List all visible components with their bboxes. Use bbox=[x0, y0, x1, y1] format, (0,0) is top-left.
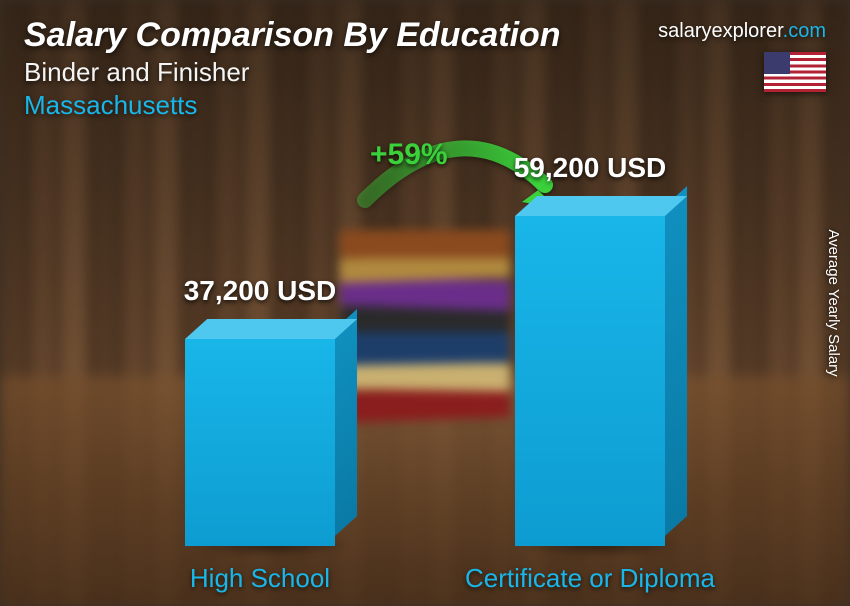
salary-bar-chart: 37,200 USD59,200 USD bbox=[0, 165, 850, 546]
bar-value-label: 59,200 USD bbox=[460, 152, 720, 184]
salary-bar bbox=[185, 339, 335, 546]
category-label: Certificate or Diploma bbox=[440, 563, 740, 594]
job-title: Binder and Finisher bbox=[24, 57, 826, 88]
region-label: Massachusetts bbox=[24, 90, 826, 121]
brand-logo: salaryexplorer.com bbox=[658, 20, 826, 43]
brand-domain: .com bbox=[783, 20, 826, 42]
salary-bar bbox=[515, 216, 665, 546]
category-label: High School bbox=[110, 563, 410, 594]
bar-value-label: 37,200 USD bbox=[130, 275, 390, 307]
flag-icon bbox=[764, 52, 826, 92]
brand-name: salaryexplorer bbox=[658, 20, 783, 42]
